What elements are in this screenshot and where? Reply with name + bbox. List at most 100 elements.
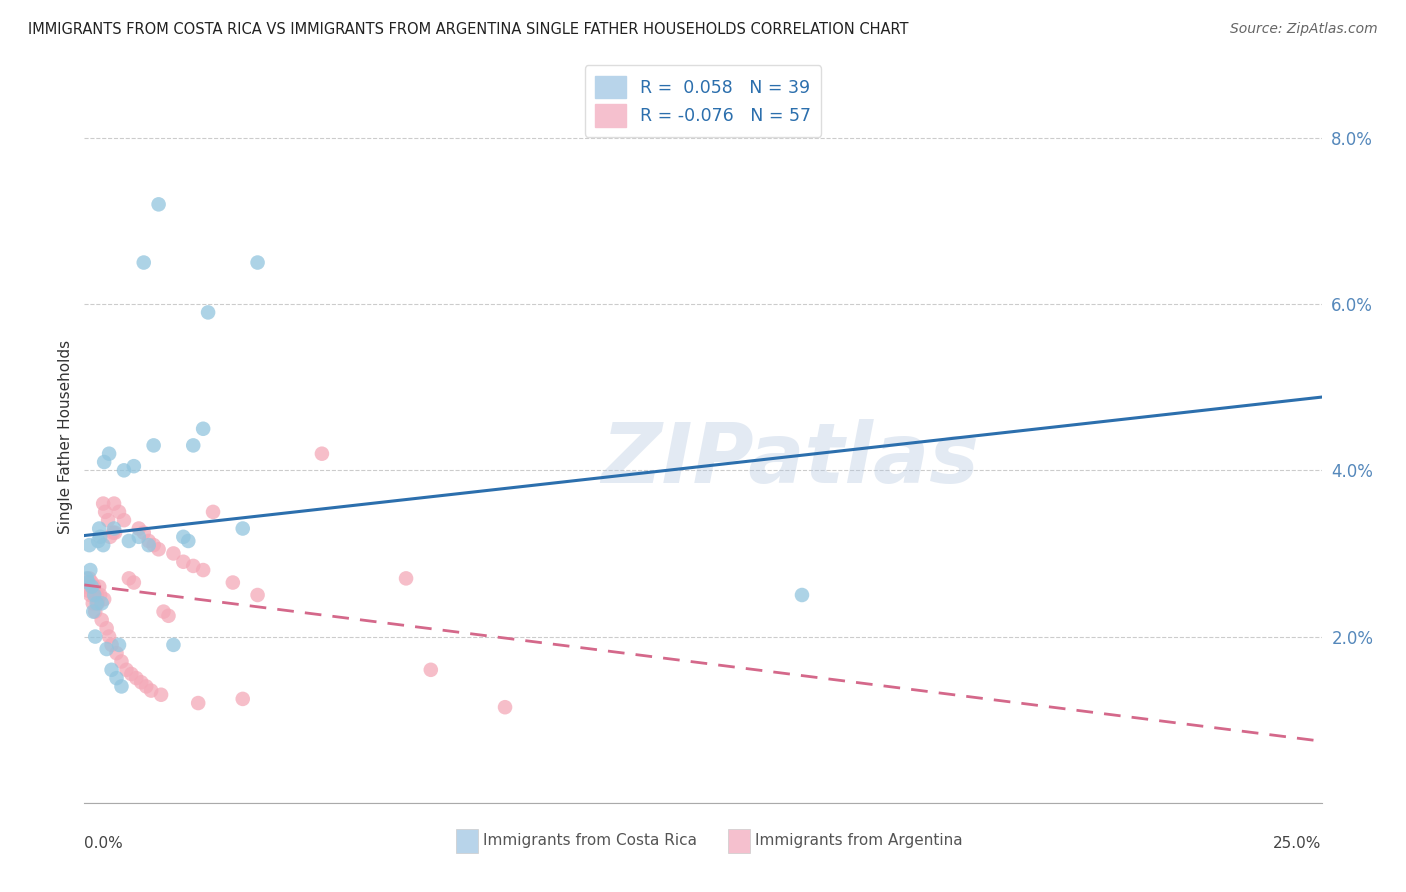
- Point: [91, 538, 114, 552]
- Point: [100, 663, 122, 677]
- Point: [96, 642, 118, 657]
- Point: [76, 580, 98, 594]
- Point: [162, 546, 184, 560]
- Point: [246, 588, 269, 602]
- Point: [202, 505, 225, 519]
- Point: [132, 255, 155, 269]
- Point: [89, 588, 111, 602]
- Point: [87, 596, 110, 610]
- Point: [122, 459, 145, 474]
- Point: [157, 608, 180, 623]
- Point: [98, 530, 121, 544]
- Point: [108, 505, 131, 519]
- Point: [191, 422, 214, 436]
- Point: [90, 613, 112, 627]
- Point: [162, 638, 184, 652]
- Point: [150, 688, 173, 702]
- Point: [79, 538, 101, 552]
- Point: [112, 513, 135, 527]
- Point: [135, 680, 157, 694]
- Point: [419, 663, 441, 677]
- Point: [93, 455, 115, 469]
- Point: [125, 671, 148, 685]
- Point: [181, 558, 204, 573]
- FancyBboxPatch shape: [728, 830, 749, 853]
- Point: [152, 605, 174, 619]
- Point: [96, 621, 118, 635]
- Point: [86, 596, 108, 610]
- Point: [494, 700, 516, 714]
- Point: [94, 505, 117, 519]
- Point: [87, 533, 110, 548]
- Point: [120, 667, 142, 681]
- Y-axis label: Single Father Households: Single Father Households: [58, 340, 73, 534]
- Point: [311, 447, 333, 461]
- Point: [197, 305, 219, 319]
- Point: [83, 580, 105, 594]
- Point: [172, 555, 194, 569]
- Point: [101, 525, 124, 540]
- Text: Immigrants from Argentina: Immigrants from Argentina: [755, 833, 963, 848]
- Point: [108, 638, 131, 652]
- Point: [118, 571, 141, 585]
- Point: [118, 533, 141, 548]
- Point: [86, 588, 108, 602]
- Point: [103, 497, 125, 511]
- Point: [90, 596, 112, 610]
- Point: [122, 575, 145, 590]
- Point: [89, 521, 111, 535]
- Point: [148, 542, 170, 557]
- Point: [84, 605, 107, 619]
- FancyBboxPatch shape: [456, 830, 478, 853]
- Point: [105, 671, 128, 685]
- Point: [129, 675, 152, 690]
- Point: [82, 605, 104, 619]
- Point: [148, 197, 170, 211]
- Point: [395, 571, 418, 585]
- Point: [82, 596, 104, 610]
- Point: [172, 530, 194, 544]
- Point: [100, 638, 122, 652]
- Point: [80, 580, 103, 594]
- Point: [93, 592, 115, 607]
- Point: [97, 513, 120, 527]
- Point: [76, 571, 98, 585]
- Text: ZIPatlas: ZIPatlas: [600, 418, 979, 500]
- Point: [177, 533, 200, 548]
- Text: Source: ZipAtlas.com: Source: ZipAtlas.com: [1230, 22, 1378, 37]
- Point: [103, 521, 125, 535]
- Point: [110, 655, 132, 669]
- Point: [232, 692, 254, 706]
- Text: IMMIGRANTS FROM COSTA RICA VS IMMIGRANTS FROM ARGENTINA SINGLE FATHER HOUSEHOLDS: IMMIGRANTS FROM COSTA RICA VS IMMIGRANTS…: [28, 22, 908, 37]
- Point: [232, 521, 254, 535]
- Point: [110, 680, 132, 694]
- Text: 25.0%: 25.0%: [1274, 836, 1322, 851]
- Point: [77, 583, 100, 598]
- Point: [142, 538, 165, 552]
- Point: [138, 538, 160, 552]
- Point: [222, 575, 245, 590]
- Point: [98, 447, 121, 461]
- Point: [79, 563, 101, 577]
- Point: [246, 255, 269, 269]
- Point: [142, 438, 165, 452]
- Point: [79, 571, 101, 585]
- Point: [98, 630, 121, 644]
- Point: [128, 521, 150, 535]
- Point: [80, 575, 103, 590]
- Point: [84, 630, 107, 644]
- Point: [128, 530, 150, 544]
- Point: [141, 683, 163, 698]
- Point: [83, 588, 105, 602]
- Point: [191, 563, 214, 577]
- Point: [112, 463, 135, 477]
- Point: [77, 575, 100, 590]
- Point: [138, 533, 160, 548]
- Point: [115, 663, 138, 677]
- Point: [132, 525, 155, 540]
- Point: [187, 696, 209, 710]
- Point: [181, 438, 204, 452]
- Text: Immigrants from Costa Rica: Immigrants from Costa Rica: [482, 833, 697, 848]
- Point: [79, 588, 101, 602]
- Point: [105, 646, 128, 660]
